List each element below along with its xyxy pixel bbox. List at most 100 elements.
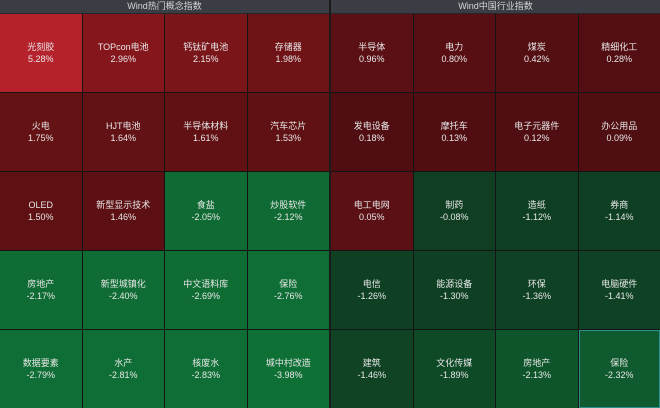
tile-change-percent: 1.75% bbox=[27, 133, 54, 143]
tile-name: 办公用品 bbox=[601, 121, 638, 131]
heatmap-tile[interactable]: 房地产 -2.17% bbox=[0, 251, 82, 329]
heatmap-tile[interactable]: OLED 1.50% bbox=[0, 172, 82, 250]
heatmap-tile[interactable]: 存储器 1.98% bbox=[247, 14, 329, 92]
heatmap-tile[interactable]: 电工电网 0.05% bbox=[331, 172, 413, 250]
tile-change-percent: -2.69% bbox=[191, 291, 221, 301]
tile-change-percent: 5.28% bbox=[27, 54, 54, 64]
tile-name: HJT电池 bbox=[106, 121, 141, 131]
heatmap-tile[interactable]: 保险 -2.76% bbox=[247, 251, 329, 329]
tile-name: 半导体 bbox=[358, 42, 386, 52]
tile-change-percent: -3.98% bbox=[273, 370, 303, 380]
heatmap-tile[interactable]: 电子元器件 0.12% bbox=[496, 93, 578, 171]
tile-name: 新型显示技术 bbox=[96, 200, 151, 210]
tile-name: 汽车芯片 bbox=[270, 121, 307, 131]
heatmap-tile[interactable]: 光刻胶 5.28% bbox=[0, 14, 82, 92]
tile-name: 摩托车 bbox=[440, 121, 468, 131]
heatmap-tile[interactable]: 造纸 -1.12% bbox=[496, 172, 578, 250]
industry-heatmap-grid: 半导体 0.96% 电力 0.80% 煤炭 0.42% 精细化工 0.28% 发电设备 0.18%… bbox=[331, 14, 660, 408]
tile-name: 食盐 bbox=[196, 200, 215, 210]
heatmap-tile[interactable]: 火电 1.75% bbox=[0, 93, 82, 171]
tile-change-percent: -2.83% bbox=[191, 370, 221, 380]
tile-change-percent: 1.64% bbox=[110, 133, 137, 143]
heatmap-tile[interactable]: HJT电池 1.64% bbox=[82, 93, 164, 171]
tile-change-percent: -1.14% bbox=[604, 212, 634, 222]
tile-change-percent: -2.79% bbox=[26, 370, 56, 380]
tile-change-percent: -2.81% bbox=[108, 370, 138, 380]
tile-name: 精细化工 bbox=[601, 42, 638, 52]
heatmap-tile[interactable]: 汽车芯片 1.53% bbox=[247, 93, 329, 171]
heatmap-tile[interactable]: 券商 -1.14% bbox=[578, 172, 660, 250]
heatmap-tile[interactable]: 煤炭 0.42% bbox=[496, 14, 578, 92]
tile-name: TOPcon电池 bbox=[97, 42, 149, 52]
tile-name: 电工电网 bbox=[353, 200, 390, 210]
heatmap-tile[interactable]: 新型城镇化 -2.40% bbox=[82, 251, 164, 329]
tile-change-percent: 2.96% bbox=[110, 54, 137, 64]
heatmap-tile[interactable]: 精细化工 0.28% bbox=[578, 14, 660, 92]
concept-index-panel: Wind热门概念指数 光刻胶 5.28% TOPcon电池 2.96% 钙钛矿电池 2.1… bbox=[0, 0, 329, 408]
tile-change-percent: -2.13% bbox=[522, 370, 552, 380]
tile-name: 房地产 bbox=[523, 358, 551, 368]
heatmap-tile[interactable]: 城中村改造 -3.98% bbox=[247, 330, 329, 408]
tile-change-percent: -1.26% bbox=[357, 291, 387, 301]
tile-name: 保险 bbox=[279, 279, 298, 289]
tile-name: 火电 bbox=[31, 121, 50, 131]
concept-heatmap-grid: 光刻胶 5.28% TOPcon电池 2.96% 钙钛矿电池 2.15% 存储器 1.98% 火… bbox=[0, 14, 329, 408]
tile-change-percent: 1.50% bbox=[27, 212, 54, 222]
heatmap-tile[interactable]: 半导体 0.96% bbox=[331, 14, 413, 92]
tile-change-percent: 0.28% bbox=[606, 54, 633, 64]
tile-change-percent: -2.40% bbox=[108, 291, 138, 301]
tile-change-percent: -2.17% bbox=[26, 291, 56, 301]
tile-name: 新型城镇化 bbox=[100, 279, 146, 289]
heatmap-tile[interactable]: 文化传媒 -1.89% bbox=[413, 330, 495, 408]
heatmap-tile[interactable]: 能源设备 -1.30% bbox=[413, 251, 495, 329]
heatmap-tile[interactable]: 数据要素 -2.79% bbox=[0, 330, 82, 408]
heatmap-tile[interactable]: 摩托车 0.13% bbox=[413, 93, 495, 171]
tile-change-percent: 0.80% bbox=[441, 54, 468, 64]
tile-name: 存储器 bbox=[274, 42, 302, 52]
tile-change-percent: 0.13% bbox=[441, 133, 468, 143]
heatmap-tile[interactable]: 核废水 -2.83% bbox=[165, 330, 247, 408]
tile-change-percent: -2.05% bbox=[191, 212, 221, 222]
heatmap-tile[interactable]: 中文语料库 -2.69% bbox=[165, 251, 247, 329]
heatmap-tile[interactable]: 保险 -2.32% bbox=[578, 330, 660, 408]
heatmap-tile[interactable]: 半导体材料 1.61% bbox=[165, 93, 247, 171]
heatmap-tile[interactable]: TOPcon电池 2.96% bbox=[82, 14, 164, 92]
heatmap-tile[interactable]: 办公用品 0.09% bbox=[578, 93, 660, 171]
tile-name: 中文语料库 bbox=[183, 279, 229, 289]
tile-change-percent: 1.98% bbox=[275, 54, 302, 64]
heatmap-tile[interactable]: 电力 0.80% bbox=[413, 14, 495, 92]
tile-name: 房地产 bbox=[27, 279, 55, 289]
tile-name: 煤炭 bbox=[527, 42, 546, 52]
tile-name: 半导体材料 bbox=[183, 121, 229, 131]
tile-change-percent: 0.42% bbox=[523, 54, 550, 64]
tile-name: 数据要素 bbox=[22, 358, 59, 368]
heatmap-tile[interactable]: 发电设备 0.18% bbox=[331, 93, 413, 171]
tile-change-percent: 1.53% bbox=[275, 133, 302, 143]
heatmap-tile[interactable]: 建筑 -1.46% bbox=[331, 330, 413, 408]
tile-change-percent: -1.89% bbox=[439, 370, 469, 380]
heatmap-tile[interactable]: 钙钛矿电池 2.15% bbox=[165, 14, 247, 92]
tile-name: 电力 bbox=[445, 42, 464, 52]
tile-change-percent: -1.30% bbox=[439, 291, 469, 301]
concept-index-title: Wind热门概念指数 bbox=[0, 0, 329, 14]
tile-name: 电信 bbox=[362, 279, 381, 289]
tile-change-percent: 0.96% bbox=[358, 54, 385, 64]
heatmap-tile[interactable]: 环保 -1.36% bbox=[496, 251, 578, 329]
heatmap-tile[interactable]: 炒股软件 -2.12% bbox=[247, 172, 329, 250]
heatmap-tile[interactable]: 食盐 -2.05% bbox=[165, 172, 247, 250]
tile-change-percent: -1.46% bbox=[357, 370, 387, 380]
tile-change-percent: 0.12% bbox=[523, 133, 550, 143]
heatmap-tile[interactable]: 房地产 -2.13% bbox=[496, 330, 578, 408]
heatmap-tile[interactable]: 电脑硬件 -1.41% bbox=[578, 251, 660, 329]
heatmap-tile[interactable]: 电信 -1.26% bbox=[331, 251, 413, 329]
tile-name: 核废水 bbox=[192, 358, 220, 368]
tile-name: 能源设备 bbox=[436, 279, 473, 289]
heatmap-tile[interactable]: 水产 -2.81% bbox=[82, 330, 164, 408]
tile-name: 水产 bbox=[114, 358, 133, 368]
industry-index-title: Wind中国行业指数 bbox=[331, 0, 660, 14]
heatmap-tile[interactable]: 制药 -0.08% bbox=[413, 172, 495, 250]
tile-name: 光刻胶 bbox=[27, 42, 55, 52]
tile-name: 电子元器件 bbox=[514, 121, 560, 131]
tile-name: 电脑硬件 bbox=[601, 279, 638, 289]
heatmap-tile[interactable]: 新型显示技术 1.46% bbox=[82, 172, 164, 250]
